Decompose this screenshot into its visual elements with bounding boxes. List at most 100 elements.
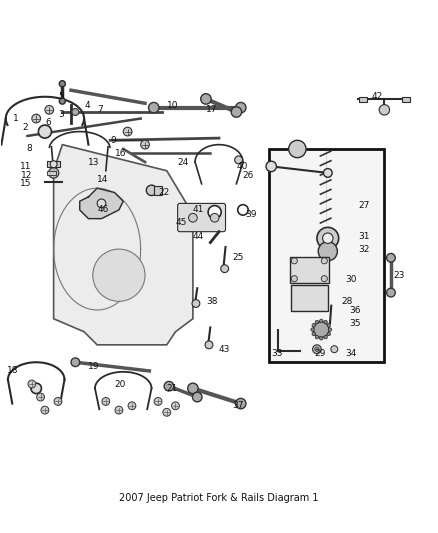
Text: 13: 13	[88, 158, 100, 166]
Circle shape	[59, 98, 65, 104]
Text: 40: 40	[237, 162, 248, 171]
FancyBboxPatch shape	[47, 161, 60, 167]
Circle shape	[187, 383, 198, 393]
Text: 37: 37	[232, 401, 244, 410]
Circle shape	[320, 319, 323, 322]
Circle shape	[318, 241, 337, 261]
Circle shape	[54, 398, 62, 405]
Text: 18: 18	[7, 367, 19, 375]
Circle shape	[328, 328, 332, 332]
Text: 22: 22	[158, 188, 170, 197]
Circle shape	[236, 102, 246, 113]
Text: 36: 36	[350, 305, 361, 314]
Circle shape	[71, 358, 80, 367]
Text: 34: 34	[345, 349, 357, 358]
Circle shape	[331, 346, 338, 353]
FancyBboxPatch shape	[47, 171, 56, 175]
Text: 35: 35	[350, 319, 361, 328]
Text: 7: 7	[97, 106, 103, 114]
Text: 14: 14	[97, 175, 109, 184]
Circle shape	[314, 322, 329, 337]
Circle shape	[208, 206, 221, 219]
Text: 15: 15	[20, 179, 32, 188]
Circle shape	[31, 383, 42, 393]
Text: 24: 24	[177, 158, 188, 166]
Text: 2007 Jeep Patriot Fork & Rails Diagram 1: 2007 Jeep Patriot Fork & Rails Diagram 1	[119, 493, 319, 503]
Text: 28: 28	[341, 297, 352, 306]
Text: 10: 10	[167, 101, 178, 110]
Text: 46: 46	[97, 205, 109, 214]
Text: 30: 30	[345, 275, 357, 284]
Text: 27: 27	[358, 201, 370, 210]
Circle shape	[50, 161, 57, 168]
Circle shape	[387, 288, 395, 297]
Circle shape	[192, 392, 202, 402]
Circle shape	[192, 300, 200, 308]
Text: 21: 21	[167, 384, 178, 393]
Circle shape	[317, 228, 339, 249]
Text: 39: 39	[245, 210, 257, 219]
Circle shape	[188, 213, 197, 222]
Circle shape	[45, 106, 53, 114]
Circle shape	[315, 335, 319, 339]
Circle shape	[235, 156, 243, 164]
Text: 23: 23	[393, 271, 404, 280]
Circle shape	[148, 102, 159, 113]
FancyBboxPatch shape	[402, 97, 410, 102]
Text: 33: 33	[271, 349, 283, 358]
Text: 2: 2	[22, 123, 28, 132]
Circle shape	[205, 341, 213, 349]
Polygon shape	[80, 188, 123, 219]
Circle shape	[128, 402, 136, 410]
Text: 11: 11	[20, 162, 32, 171]
Circle shape	[321, 276, 327, 282]
Circle shape	[39, 125, 51, 138]
Text: 29: 29	[315, 349, 326, 358]
Circle shape	[321, 258, 327, 264]
Circle shape	[312, 332, 315, 336]
Circle shape	[164, 382, 174, 391]
Circle shape	[324, 320, 327, 324]
Circle shape	[236, 398, 246, 409]
Circle shape	[313, 345, 321, 353]
Circle shape	[327, 324, 331, 327]
Circle shape	[146, 185, 157, 196]
Text: 5: 5	[58, 92, 64, 101]
Circle shape	[59, 80, 65, 87]
Bar	[269, 149, 385, 362]
Text: 25: 25	[232, 253, 244, 262]
Text: 16: 16	[115, 149, 126, 158]
Circle shape	[322, 233, 333, 244]
Circle shape	[291, 276, 297, 282]
Circle shape	[154, 398, 162, 405]
Text: 26: 26	[243, 171, 254, 180]
Circle shape	[172, 402, 180, 410]
Text: 8: 8	[26, 144, 32, 154]
Text: 19: 19	[88, 362, 100, 371]
Circle shape	[324, 335, 327, 339]
Circle shape	[320, 336, 323, 340]
Text: 43: 43	[219, 345, 230, 354]
Circle shape	[163, 408, 171, 416]
Circle shape	[41, 406, 49, 414]
Circle shape	[97, 199, 106, 208]
Text: 9: 9	[110, 136, 116, 145]
Circle shape	[221, 265, 229, 272]
Text: 4: 4	[84, 101, 90, 110]
FancyBboxPatch shape	[359, 97, 367, 102]
Circle shape	[238, 205, 248, 215]
Text: 41: 41	[193, 205, 204, 214]
Circle shape	[323, 168, 332, 177]
Text: 6: 6	[45, 118, 51, 127]
Circle shape	[32, 114, 41, 123]
Circle shape	[266, 161, 276, 172]
Circle shape	[28, 380, 36, 388]
Text: 17: 17	[206, 106, 217, 114]
Circle shape	[315, 320, 319, 324]
Circle shape	[210, 213, 219, 222]
Text: 1: 1	[13, 114, 19, 123]
Circle shape	[312, 324, 315, 327]
Circle shape	[37, 393, 45, 401]
Circle shape	[123, 127, 132, 136]
Text: 44: 44	[193, 231, 204, 240]
